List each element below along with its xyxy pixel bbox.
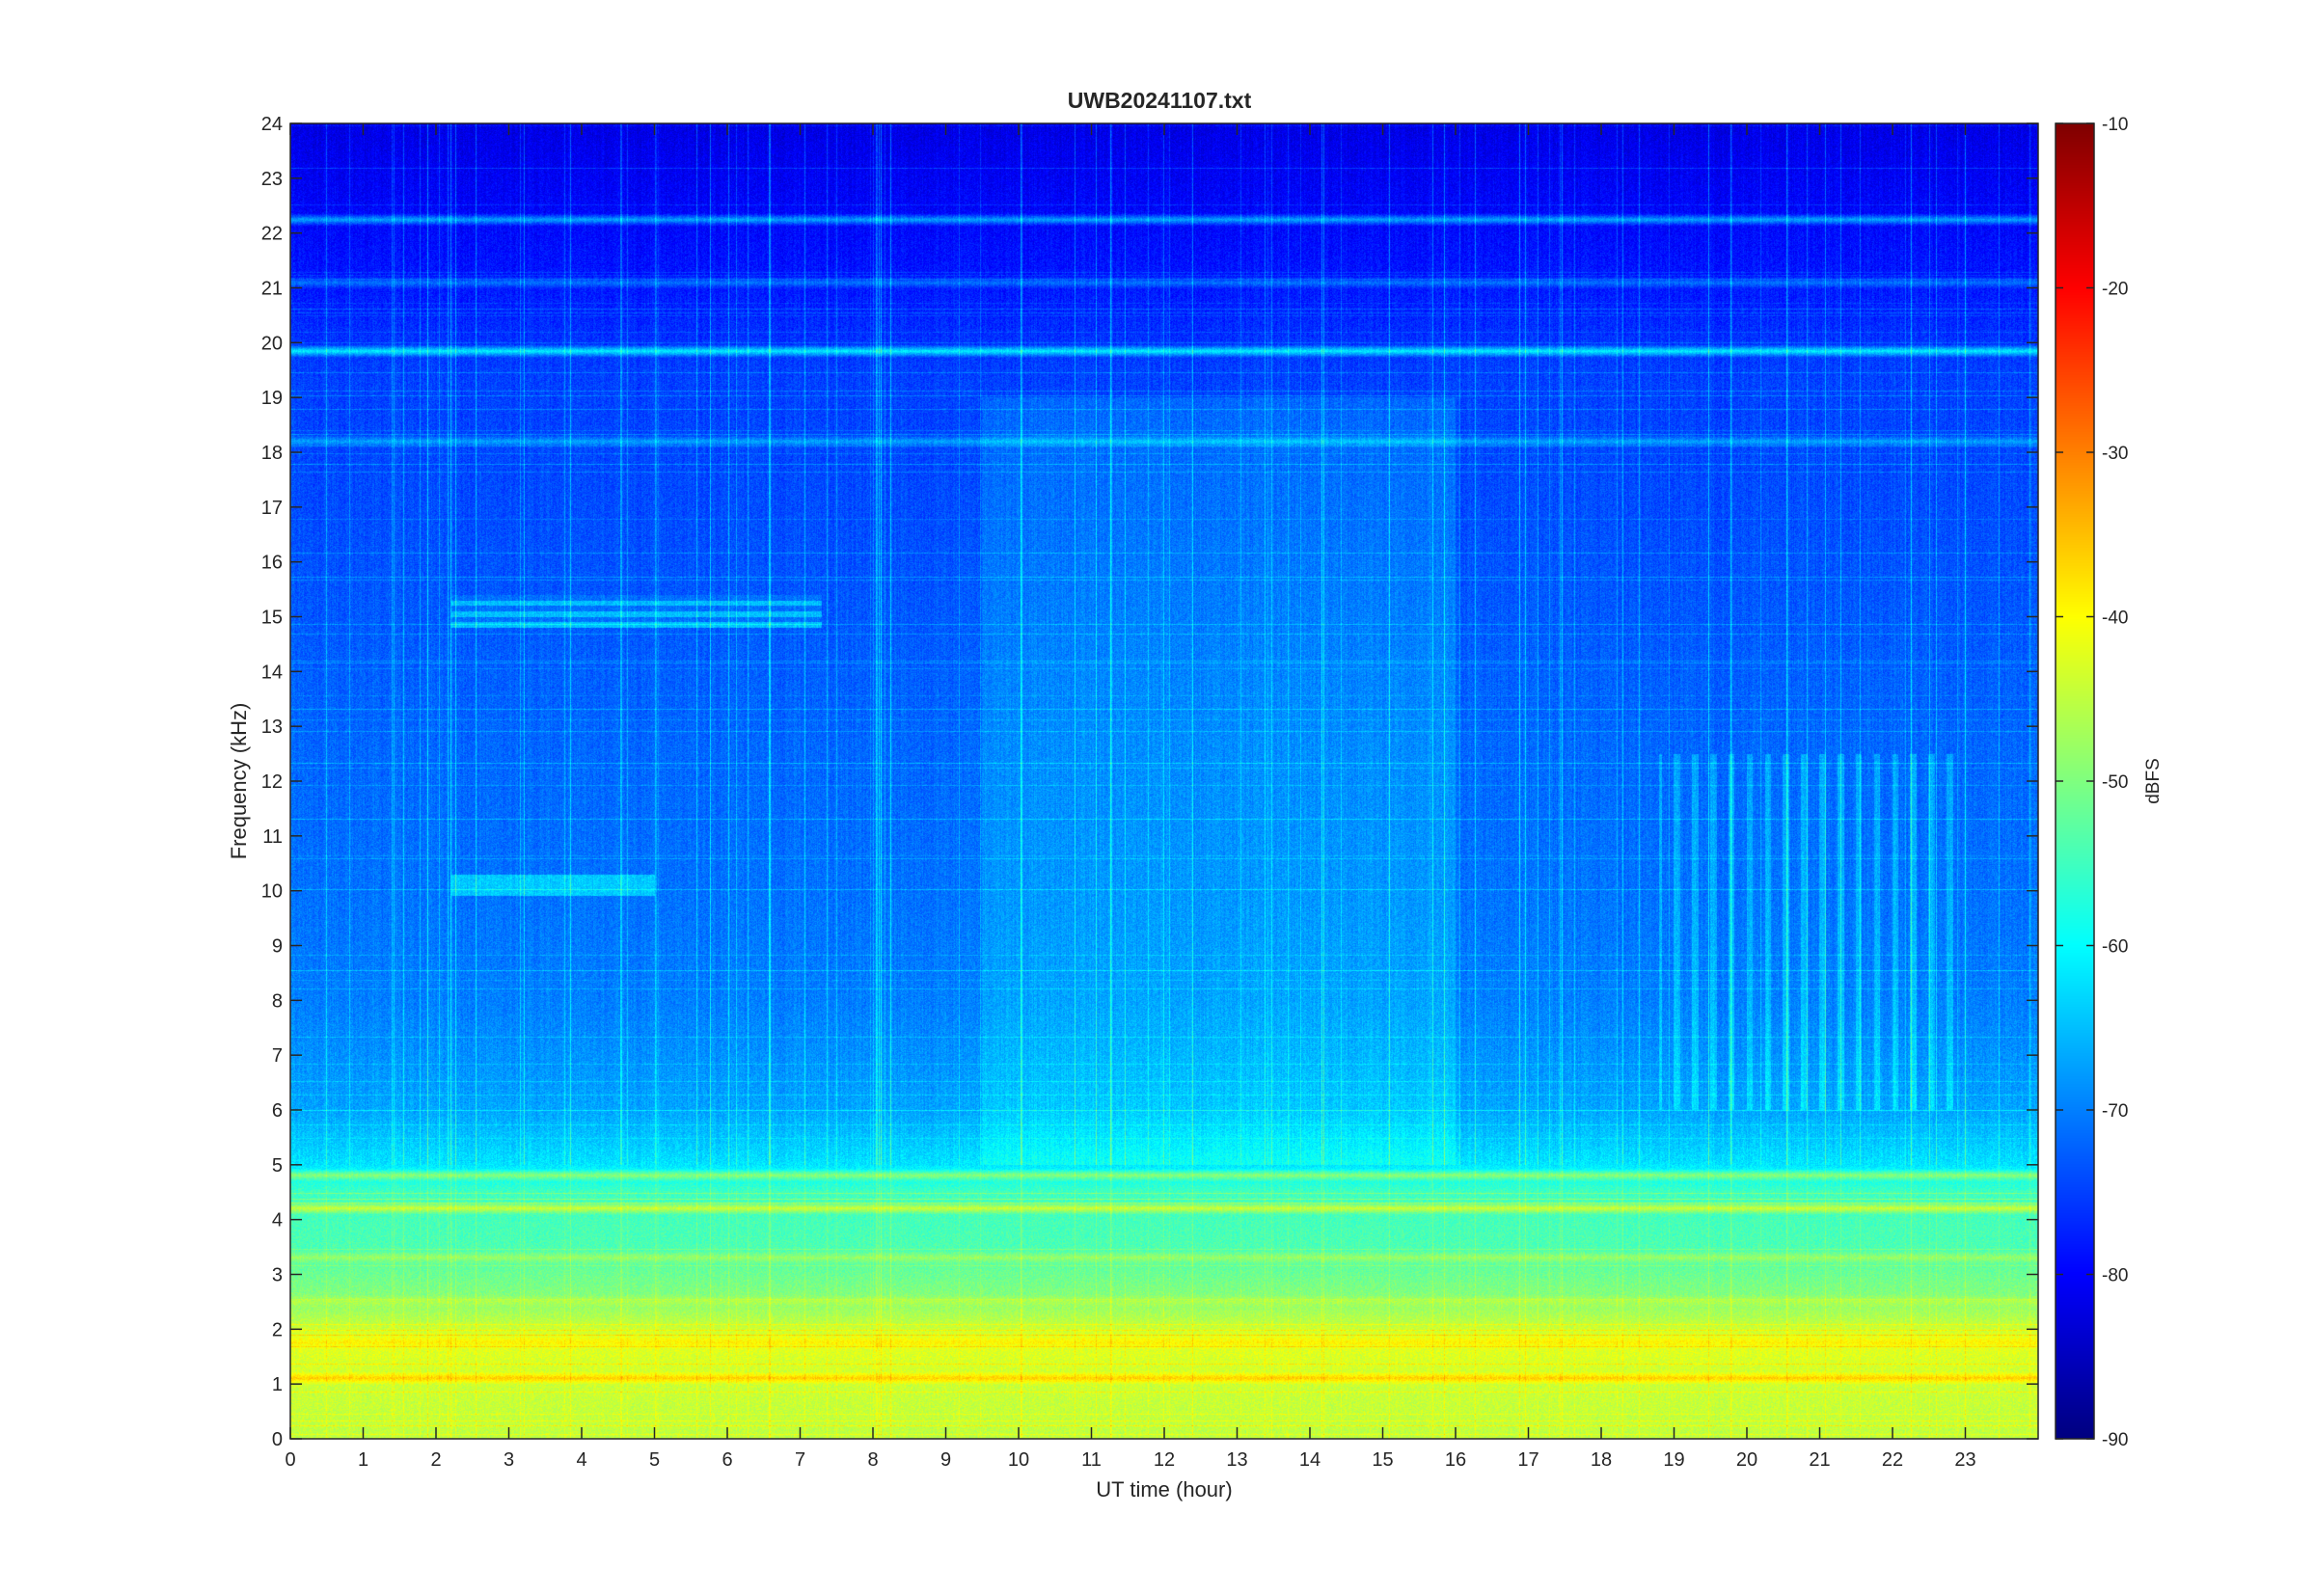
y-tick-label: 11: [262, 826, 283, 848]
y-tick-label: 8: [272, 990, 283, 1012]
colorbar-tick-label: -30: [2102, 444, 2128, 464]
x-tick-label: 15: [1372, 1449, 1393, 1471]
x-tick-label: 5: [649, 1449, 660, 1471]
x-tick-label: 11: [1081, 1449, 1102, 1471]
y-tick-label: 10: [261, 881, 283, 903]
y-tick-label: 9: [272, 936, 283, 958]
x-tick-label: 23: [1954, 1449, 1975, 1471]
y-tick-label: 6: [272, 1100, 283, 1122]
y-tick-label: 20: [261, 333, 283, 354]
y-axis-label: Frequency (kHz): [227, 703, 251, 860]
y-tick-label: 12: [261, 771, 283, 793]
colorbar-tick-label: -90: [2102, 1430, 2128, 1450]
y-tick-label: 19: [261, 388, 283, 409]
colorbar-tick-label: -40: [2102, 609, 2128, 629]
colorbar-tick-label: -50: [2102, 772, 2128, 793]
colorbar-tick-label: -60: [2102, 937, 2128, 958]
y-tick-label: 22: [261, 224, 283, 245]
y-tick-label: 4: [272, 1210, 283, 1231]
y-tick-label: 1: [272, 1374, 283, 1395]
y-tick-label: 23: [261, 169, 283, 190]
x-tick-label: 7: [795, 1449, 805, 1471]
colorbar-tick-label: -10: [2102, 115, 2128, 135]
x-axis: 0 1 2 3 4 5 6 7 8 9 10 11 12 13 14 15 16 17 18 19 20 21 22 23: [285, 123, 1976, 1471]
y-tick-label: 7: [272, 1045, 283, 1067]
x-tick-label: 16: [1445, 1449, 1466, 1471]
colorbar-tick-label: -20: [2102, 280, 2128, 300]
y-tick-label: 21: [261, 279, 283, 300]
y-tick-label: 17: [261, 498, 283, 519]
colorbar-axis: -90 -80 -70 -60 -50 -40 -30 -20 -10: [2056, 115, 2128, 1450]
y-tick-label: 18: [261, 443, 283, 464]
y-tick-label: 16: [261, 553, 283, 574]
x-tick-label: 14: [1299, 1449, 1321, 1471]
x-tick-label: 20: [1736, 1449, 1757, 1471]
colorbar-tick-label: -70: [2102, 1101, 2128, 1122]
y-tick-label: 13: [261, 717, 283, 738]
colorbar-tick-label: -80: [2102, 1266, 2128, 1286]
y-tick-label: 5: [272, 1155, 283, 1177]
x-tick-label: 9: [940, 1449, 951, 1471]
x-tick-label: 18: [1591, 1449, 1612, 1471]
x-tick-label: 4: [576, 1449, 586, 1471]
colorbar-label: dBFS: [2143, 758, 2164, 804]
y-tick-label: 14: [261, 662, 283, 683]
x-tick-label: 17: [1517, 1449, 1539, 1471]
y-tick-label: 0: [272, 1429, 283, 1450]
x-tick-label: 21: [1809, 1449, 1830, 1471]
x-tick-label: 1: [358, 1449, 368, 1471]
x-tick-label: 8: [867, 1449, 878, 1471]
y-tick-label: 2: [272, 1319, 283, 1340]
x-axis-label: UT time (hour): [1096, 1477, 1232, 1501]
x-tick-label: 6: [722, 1449, 732, 1471]
x-tick-label: 2: [430, 1449, 441, 1471]
x-tick-label: 19: [1663, 1449, 1684, 1471]
x-tick-label: 0: [285, 1449, 295, 1471]
spectrogram-heatmap: [290, 123, 2038, 1439]
y-tick-label: 3: [272, 1265, 283, 1286]
chart-title: UWB20241107.txt: [1068, 88, 1252, 113]
x-tick-label: 12: [1154, 1449, 1175, 1471]
y-tick-label: 15: [261, 608, 283, 629]
y-tick-label: 24: [261, 114, 283, 135]
x-tick-label: 10: [1008, 1449, 1029, 1471]
x-tick-label: 22: [1882, 1449, 1903, 1471]
x-tick-label: 3: [504, 1449, 514, 1471]
x-tick-label: 13: [1226, 1449, 1247, 1471]
